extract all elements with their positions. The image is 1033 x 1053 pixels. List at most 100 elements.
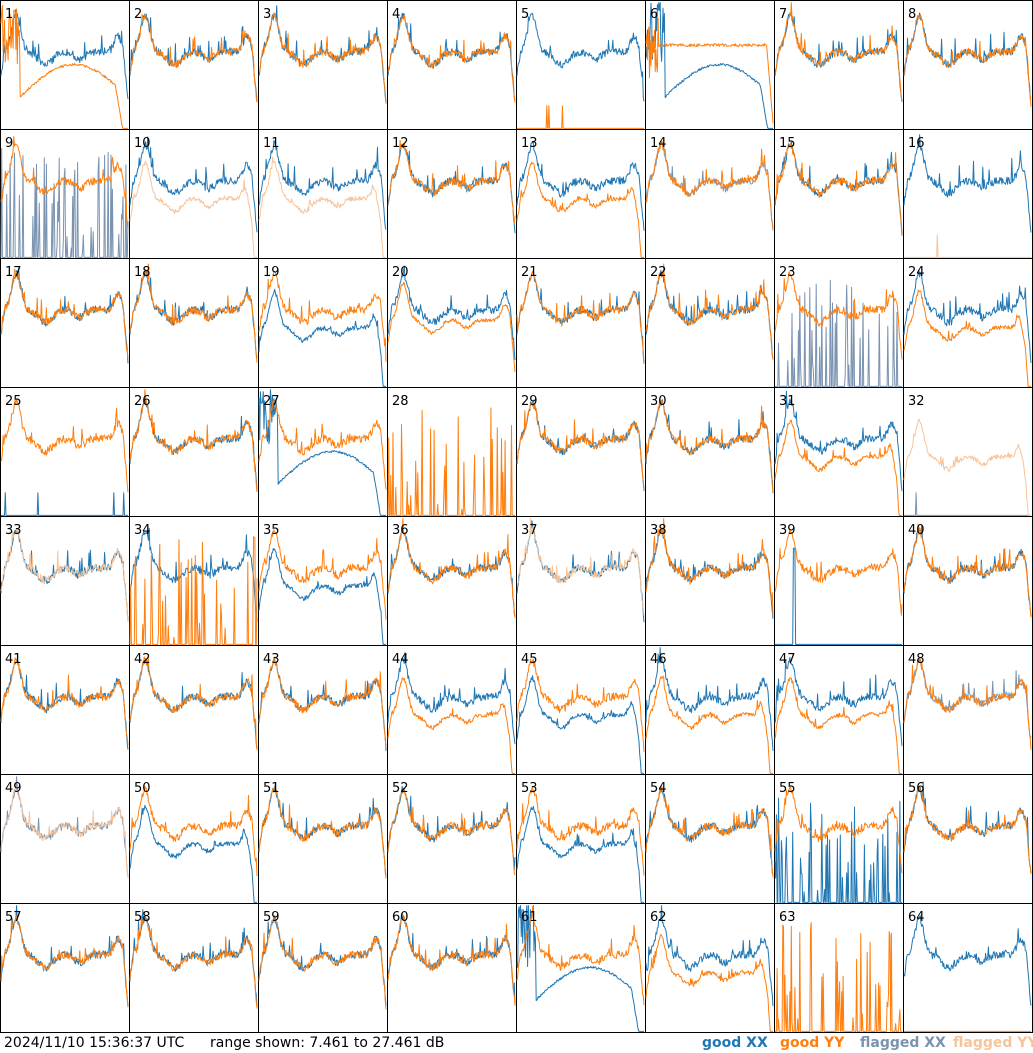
tile-label: 32 xyxy=(908,394,925,409)
panel-frame xyxy=(258,258,388,388)
tile-panel: 49 xyxy=(0,774,130,904)
series-xx xyxy=(129,136,258,233)
tile-label: 59 xyxy=(263,910,280,925)
tile-label: 9 xyxy=(5,136,13,151)
tile-panel: 7 xyxy=(774,0,904,130)
series-yy xyxy=(774,419,902,516)
tile-panel: 37 xyxy=(516,516,646,646)
panel-frame xyxy=(903,0,1033,130)
series-yy xyxy=(0,786,129,879)
tile-panel: 47 xyxy=(774,645,904,775)
panel-frame xyxy=(903,516,1033,646)
tile-panel: 54 xyxy=(645,774,775,904)
series-yy xyxy=(645,263,774,360)
series-yy xyxy=(387,139,516,224)
tile-panel: 36 xyxy=(387,516,517,646)
series-yy xyxy=(904,234,1031,258)
tile-label: 27 xyxy=(263,394,280,409)
series-yy xyxy=(645,399,774,492)
panel-frame xyxy=(903,645,1033,775)
tile-label: 14 xyxy=(650,136,667,151)
series-xx xyxy=(516,905,644,1032)
footer: 2024/11/10 15:36:37 UTC range shown: 7.4… xyxy=(0,1033,1033,1053)
tile-label: 7 xyxy=(779,7,787,22)
tile-label: 61 xyxy=(521,910,538,925)
range-readout: range shown: 7.461 to 27.461 dB xyxy=(210,1035,445,1051)
series-xx xyxy=(387,528,516,616)
tile-label: 34 xyxy=(134,523,151,538)
series-xx xyxy=(775,279,902,387)
tile-label: 44 xyxy=(392,652,409,667)
tile-panel: 56 xyxy=(903,774,1033,904)
series-yy xyxy=(903,289,1031,387)
tile-label: 55 xyxy=(779,781,796,796)
tile-panel: 51 xyxy=(258,774,388,904)
legend-flagged-xx: flagged XX xyxy=(860,1035,946,1051)
panel-frame xyxy=(516,387,646,517)
series-xx xyxy=(129,804,257,903)
panel-frame xyxy=(516,0,646,130)
panel-frame xyxy=(129,645,259,775)
tile-panel: 11 xyxy=(258,129,388,259)
panel-frame xyxy=(387,516,517,646)
series-yy xyxy=(774,142,903,236)
panel-frame xyxy=(387,387,517,517)
series-yy xyxy=(258,399,387,490)
tile-panel: 57 xyxy=(0,903,130,1033)
tile-label: 23 xyxy=(779,265,796,280)
tile-label: 45 xyxy=(521,652,538,667)
tile-panel: 18 xyxy=(129,258,259,388)
tile-panel: 35 xyxy=(258,516,388,646)
tile-panel: 29 xyxy=(516,387,646,517)
tile-panel: 52 xyxy=(387,774,517,904)
series-yy xyxy=(774,2,903,103)
series-xx xyxy=(387,652,516,745)
series-xx xyxy=(516,141,645,231)
tile-panel: 28 xyxy=(387,387,517,517)
series-yy xyxy=(387,281,516,372)
tile-panel: 44 xyxy=(387,645,517,775)
series-xx xyxy=(774,656,903,746)
panel-frame xyxy=(645,774,775,904)
series-xx xyxy=(645,647,774,751)
tile-label: 22 xyxy=(650,265,667,280)
tile-panel: 12 xyxy=(387,129,517,259)
panel-frame xyxy=(258,774,388,904)
tile-label: 52 xyxy=(392,781,409,796)
tile-panel: 31 xyxy=(774,387,904,517)
tile-panel: 53 xyxy=(516,774,646,904)
tile-label: 12 xyxy=(392,136,409,151)
panel-frame xyxy=(387,0,517,130)
tile-label: 53 xyxy=(521,781,538,796)
tile-label: 58 xyxy=(134,910,151,925)
series-yy xyxy=(258,787,387,879)
panel-frame xyxy=(516,903,646,1033)
series-yy xyxy=(129,389,258,492)
tile-panel: 39 xyxy=(774,516,904,646)
tile-label: 33 xyxy=(5,523,22,538)
series-yy xyxy=(129,785,258,877)
tile-panel: 62 xyxy=(645,903,775,1033)
series-yy xyxy=(387,407,515,516)
series-yy xyxy=(774,528,903,616)
tile-label: 10 xyxy=(134,136,151,151)
legend-good-xx: good XX xyxy=(702,1035,768,1051)
tile-panel: 25 xyxy=(0,387,130,517)
tile-panel: 19 xyxy=(258,258,388,388)
series-yy xyxy=(517,105,644,129)
panel-frame xyxy=(516,129,646,259)
series-yy xyxy=(645,17,774,124)
series-yy xyxy=(0,398,129,493)
series-yy xyxy=(516,161,644,258)
series-xx xyxy=(904,492,1031,516)
panel-frame xyxy=(774,0,904,130)
tile-panel: 61 xyxy=(516,903,646,1033)
tile-label: 8 xyxy=(908,7,916,22)
series-yy xyxy=(516,658,645,752)
series-xx xyxy=(645,905,774,1007)
tile-panel: 48 xyxy=(903,645,1033,775)
series-yy xyxy=(0,657,129,746)
tile-label: 16 xyxy=(908,136,925,151)
tile-panel: 21 xyxy=(516,258,646,388)
